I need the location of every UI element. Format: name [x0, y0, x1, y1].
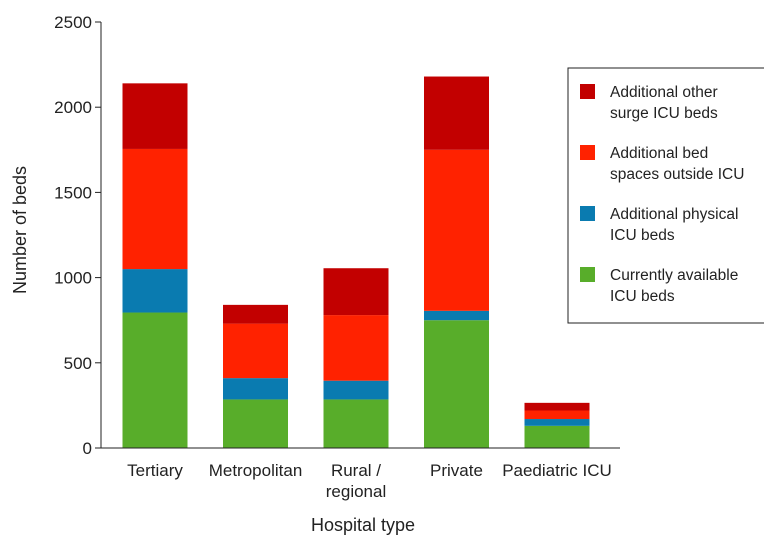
legend-box	[567, 67, 764, 324]
bar-segment	[424, 149, 489, 311]
bar-segment	[223, 378, 288, 400]
bar-segment	[424, 76, 489, 150]
y-tick-label: 500	[64, 354, 92, 373]
legend-swatch	[580, 267, 595, 282]
legend-label: Additional other surge ICU beds	[610, 84, 718, 122]
bars-group	[122, 76, 590, 448]
x-tick-label: Rural / regional	[326, 461, 387, 501]
axes-group: 0 500 1000 1500 2000 2500 Tertiary Metropolitan…	[54, 13, 620, 501]
bar-segment	[323, 399, 389, 448]
legend: Additional other surge ICU beds Additional…	[567, 67, 764, 324]
bar-segment	[122, 148, 188, 270]
bar-segment	[122, 83, 188, 149]
bar-segment	[323, 380, 389, 400]
y-tick-label: 1500	[54, 183, 92, 202]
bar-segment	[524, 425, 590, 448]
bar-segment	[223, 399, 288, 448]
y-tick-label: 2500	[54, 13, 92, 32]
bar-segment	[424, 320, 489, 448]
bar-segment	[122, 312, 188, 448]
y-tick-label: 1000	[54, 269, 92, 288]
x-tick-label: Private	[430, 461, 483, 480]
bar-segment	[524, 410, 590, 420]
legend-swatch	[580, 206, 595, 221]
bar-segment	[323, 268, 389, 316]
bar-segment	[122, 269, 188, 313]
legend-swatch	[580, 84, 595, 99]
x-tick-label: Paediatric ICU	[502, 461, 612, 480]
bar-segment	[524, 419, 590, 426]
y-tick-label: 0	[83, 439, 92, 458]
bar-segment	[223, 323, 288, 379]
x-tick-label: Metropolitan	[209, 461, 303, 480]
x-axis-title: Hospital type	[311, 515, 415, 535]
bar-segment	[424, 310, 489, 321]
legend-swatch	[580, 145, 595, 160]
x-tick-label: Tertiary	[127, 461, 183, 480]
legend-label: Additional physical ICU beds	[610, 206, 738, 244]
bar-segment	[323, 315, 389, 381]
y-tick-label: 2000	[54, 98, 92, 117]
bar-segment	[524, 402, 590, 411]
y-axis-title: Number of beds	[10, 166, 30, 294]
legend-label: Currently available ICU beds	[610, 267, 738, 305]
bar-segment	[223, 304, 288, 324]
legend-label: Additional bed spaces outside ICU	[610, 145, 744, 183]
